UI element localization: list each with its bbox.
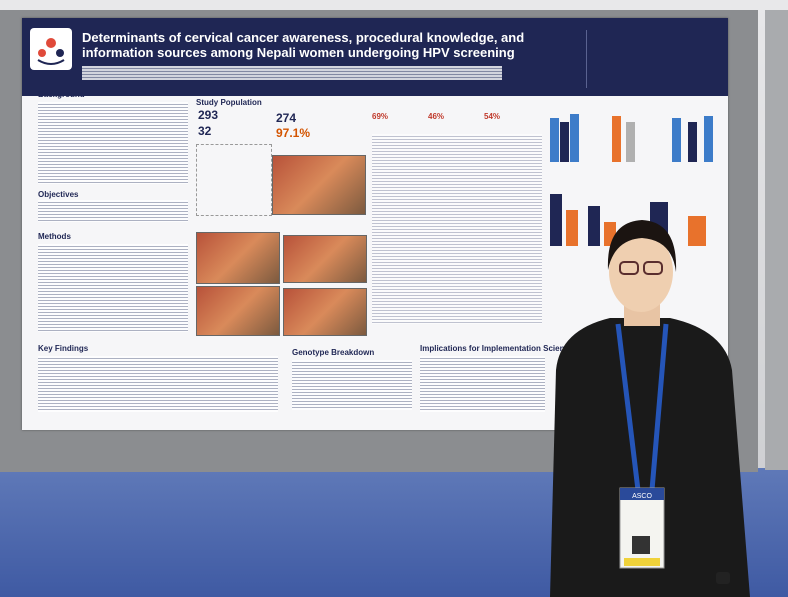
poster-title: Determinants of cervical cancer awarenes… — [82, 30, 525, 60]
poster-header — [22, 18, 728, 96]
stat: 97.1% — [276, 126, 311, 140]
info-box — [586, 30, 723, 88]
stat: 293 — [198, 108, 219, 122]
authors — [82, 66, 502, 80]
percentage: 54% — [484, 112, 501, 121]
stat: 32 — [198, 124, 212, 138]
logo — [30, 28, 72, 70]
section-heading: Methods — [38, 232, 71, 241]
poster-board — [765, 10, 788, 470]
badge-org: ASCO — [632, 493, 652, 500]
text-block — [420, 356, 545, 412]
section-heading: Study Population — [196, 98, 262, 107]
photo — [196, 232, 280, 284]
section-heading: Implications for Implementation Science — [420, 344, 574, 353]
stat: 274 — [276, 111, 297, 125]
photo — [283, 235, 367, 283]
photo — [283, 288, 367, 336]
person: ASCO — [550, 220, 750, 597]
text-block — [38, 102, 188, 184]
photo — [272, 155, 366, 215]
data-table — [372, 134, 542, 324]
section-heading: Objectives — [38, 190, 79, 199]
logo-icon — [37, 38, 65, 65]
text-block — [38, 356, 278, 412]
section-heading: Genotype Breakdown — [292, 348, 375, 357]
photo — [196, 286, 280, 336]
percentage: 69% — [372, 112, 389, 121]
section-heading: Background — [38, 90, 85, 99]
percentage: 46% — [428, 112, 445, 121]
text-block — [38, 244, 188, 332]
section-heading: Key Findings — [38, 344, 89, 353]
charts — [546, 108, 722, 162]
text-block — [38, 200, 188, 222]
flowchart — [196, 144, 272, 216]
text-block — [292, 360, 412, 410]
